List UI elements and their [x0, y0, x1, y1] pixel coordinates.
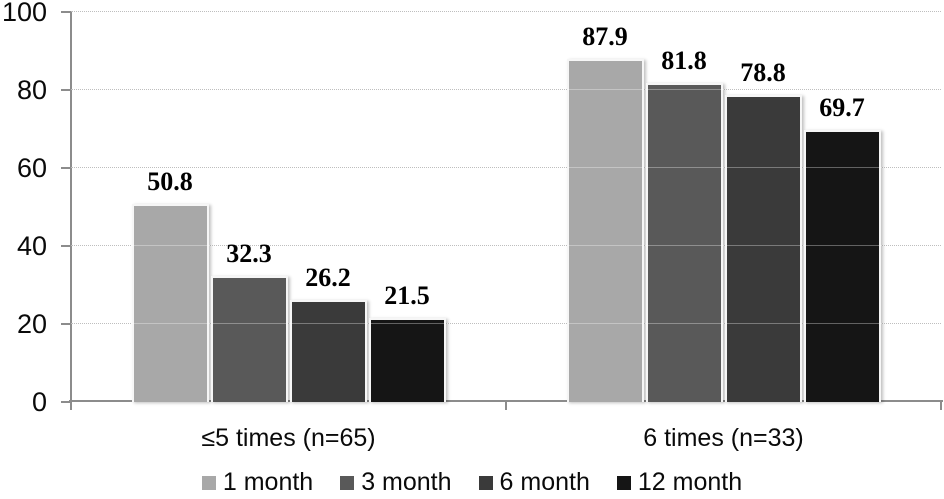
bar-value-label: 32.3	[226, 239, 272, 269]
y-tick	[61, 167, 71, 169]
gridline-overlay	[71, 245, 941, 246]
bar-value-label: 81.8	[661, 45, 707, 75]
bar	[131, 203, 209, 402]
y-tick	[61, 89, 71, 91]
legend-item: 6 month	[478, 468, 590, 497]
y-tick-label: 100	[1, 0, 47, 27]
y-tick	[61, 401, 71, 403]
bar	[368, 318, 446, 402]
bar	[803, 130, 881, 402]
y-tick-label: 20	[16, 309, 47, 339]
legend-label: 1 month	[222, 468, 314, 496]
legend-swatch	[478, 475, 493, 490]
gridline-overlay	[71, 167, 941, 168]
gridline-overlay	[71, 323, 941, 324]
legend-label: 12 month	[637, 468, 743, 496]
bar	[724, 94, 802, 402]
legend-swatch	[201, 475, 216, 490]
legend-swatch	[340, 475, 355, 490]
category-label: 6 times (n=33)	[643, 424, 804, 452]
bar-value-label: 26.2	[305, 262, 351, 292]
gridline	[71, 89, 941, 90]
category-label: ≤5 times (n=65)	[201, 424, 376, 452]
y-tick-label: 80	[16, 75, 47, 105]
x-tick	[70, 402, 72, 410]
gridline-overlay	[71, 11, 941, 12]
legend-item: 1 month	[201, 468, 314, 497]
bar-value-label: 69.7	[819, 93, 865, 123]
y-tick	[61, 323, 71, 325]
x-tick	[505, 402, 507, 410]
legend-item: 12 month	[616, 468, 743, 497]
bar-value-label: 21.5	[384, 281, 430, 311]
bar-value-label: 50.8	[147, 166, 193, 196]
gridline	[71, 167, 941, 168]
plot-area: 50.8 32.3 26.2 21.5 87.9 81.8 78.8 69.7	[71, 11, 941, 402]
bar	[566, 59, 644, 402]
bar	[645, 82, 723, 402]
gridline-overlay	[71, 89, 941, 90]
x-tick	[940, 402, 942, 410]
y-tick	[61, 11, 71, 13]
y-tick-label: 0	[31, 387, 47, 417]
bar	[289, 299, 367, 402]
gridline	[71, 11, 941, 12]
gridline	[71, 245, 941, 246]
legend-label: 6 month	[499, 468, 590, 496]
y-tick	[61, 245, 71, 247]
legend-swatch	[616, 475, 631, 490]
y-tick-label: 60	[16, 153, 47, 183]
bar	[210, 276, 288, 402]
gridline	[71, 323, 941, 324]
bar-value-label: 87.9	[582, 22, 628, 52]
y-axis	[70, 12, 72, 409]
legend: 1 month 3 month 6 month 12 month	[0, 468, 944, 497]
y-tick-label: 40	[16, 231, 47, 261]
bar-value-label: 78.8	[740, 57, 786, 87]
legend-item: 3 month	[340, 468, 452, 497]
x-axis	[69, 400, 943, 402]
legend-label: 3 month	[361, 468, 452, 496]
